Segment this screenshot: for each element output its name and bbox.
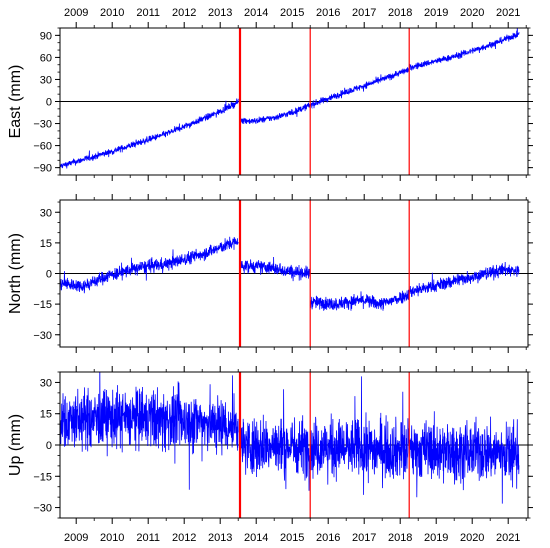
- y-tick-label: 0: [46, 97, 52, 109]
- y-tick-label: 0: [46, 440, 52, 452]
- x-tick-label-bottom: 2013: [208, 532, 232, 544]
- y-tick-label: 90: [40, 30, 52, 42]
- x-tick-label-top: 2012: [172, 7, 196, 19]
- y-tick-label: 30: [40, 74, 52, 86]
- y-tick-label: −60: [33, 141, 52, 153]
- x-tick-label-top: 2018: [388, 7, 412, 19]
- y-tick-label: −30: [33, 330, 52, 342]
- x-tick-label-top: 2013: [208, 7, 232, 19]
- y-tick-label: −90: [33, 163, 52, 175]
- x-tick-label-bottom: 2014: [244, 532, 268, 544]
- series-segment: [60, 372, 239, 490]
- y-axis-label: East (mm): [7, 65, 24, 139]
- x-tick-label-top: 2011: [136, 7, 160, 19]
- y-tick-label: −15: [33, 299, 52, 311]
- series-segment: [239, 256, 311, 282]
- x-tick-label-top: 2010: [100, 7, 124, 19]
- series-group: [60, 372, 520, 504]
- y-tick-label: 15: [40, 238, 52, 250]
- series-group: [60, 28, 520, 169]
- x-tick-label-bottom: 2009: [64, 532, 88, 544]
- y-tick-label: 15: [40, 409, 52, 421]
- x-tick-label-top: 2017: [352, 7, 376, 19]
- series-segment: [409, 28, 520, 71]
- x-tick-label-bottom: 2010: [100, 532, 124, 544]
- x-tick-label-bottom: 2020: [460, 532, 484, 544]
- x-tick-label-top: 2009: [64, 7, 88, 19]
- series-segment: [309, 67, 410, 110]
- x-tick-label-bottom: 2018: [388, 532, 412, 544]
- y-tick-label: 30: [40, 377, 52, 389]
- y-axis-label: Up (mm): [7, 414, 24, 476]
- y-tick-label: 0: [46, 269, 52, 281]
- y-tick-label: −15: [33, 471, 52, 483]
- x-tick-label-bottom: 2012: [172, 532, 196, 544]
- x-tick-label-bottom: 2021: [496, 532, 520, 544]
- series-segment: [309, 289, 410, 311]
- series-segment: [408, 261, 520, 297]
- x-tick-label-top: 2020: [460, 7, 484, 19]
- x-tick-label-top: 2014: [244, 7, 268, 19]
- series-segment: [60, 98, 239, 169]
- x-tick-label-bottom: 2019: [424, 532, 448, 544]
- x-tick-label-bottom: 2017: [352, 532, 376, 544]
- series-segment: [239, 376, 520, 504]
- panel-0: −90 −60 −30 0 30 60 90 East (mm): [7, 22, 533, 181]
- x-tick-label-top: 2019: [424, 7, 448, 19]
- y-tick-label: 60: [40, 52, 52, 64]
- x-tick-label-top: 2016: [316, 7, 340, 19]
- series-group: [60, 236, 520, 311]
- x-tick-label-bottom: 2011: [136, 532, 160, 544]
- x-tick-label-bottom: 2016: [316, 532, 340, 544]
- panel-1: −30 −15 0 15 30 North (mm): [7, 194, 533, 353]
- x-tick-label-top: 2021: [496, 7, 520, 19]
- y-tick-label: 30: [40, 207, 52, 219]
- y-axis-label: North (mm): [7, 233, 24, 314]
- x-tick-label-bottom: 2015: [280, 532, 304, 544]
- panel-2: −30 −15 0 15 30 Up (mm): [7, 366, 533, 524]
- y-tick-label: −30: [33, 503, 52, 515]
- x-tick-label-top: 2015: [280, 7, 304, 19]
- y-tick-label: −30: [33, 119, 52, 131]
- series-segment: [239, 102, 311, 125]
- series-segment: [60, 236, 239, 294]
